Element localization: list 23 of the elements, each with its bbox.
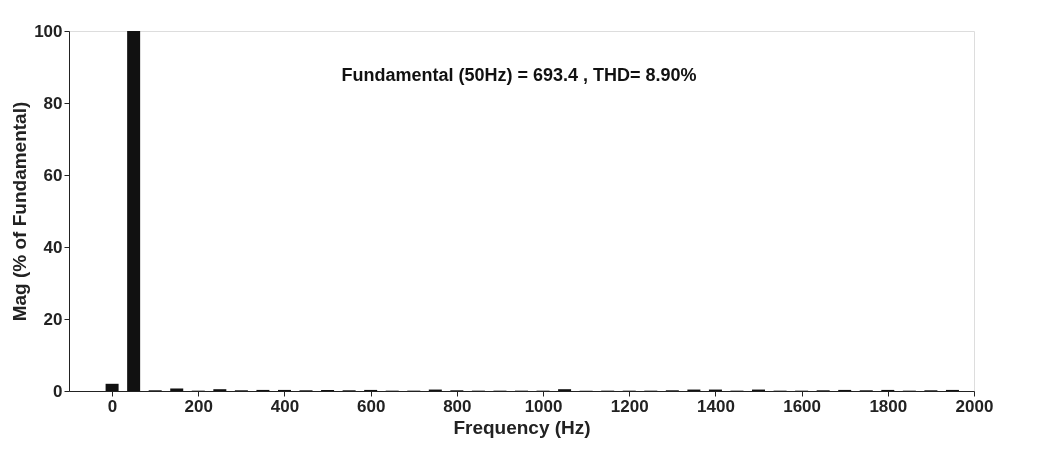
y-axis-title: Mag (% of Fundamental) (9, 101, 31, 322)
x-tick-label: 0 (107, 396, 118, 416)
y-tick-label: 100 (34, 21, 63, 41)
x-tick-label: 200 (184, 396, 213, 416)
y-tick-label: 20 (43, 309, 63, 329)
x-tick-label: 600 (356, 396, 386, 416)
y-tick-label: 40 (43, 237, 63, 257)
x-tick-label: 1600 (783, 396, 822, 416)
bar (170, 388, 184, 391)
x-tick-label: 800 (443, 396, 472, 416)
bar (127, 31, 141, 391)
annotation: Fundamental (50Hz) = 693.4 , THD= 8.90% (341, 65, 697, 85)
x-tick-label: 400 (270, 396, 300, 416)
x-tick-label: 1200 (610, 396, 649, 416)
x-axis-title: Frequency (Hz) (453, 416, 591, 438)
x-tick-label: 1400 (697, 396, 735, 416)
y-tick-label: 60 (43, 165, 63, 185)
y-tick-label: 80 (43, 93, 63, 113)
x-tick-label: 1800 (869, 396, 908, 416)
bar (105, 383, 119, 391)
x-tick-label: 2000 (955, 396, 994, 416)
y-tick-label: 0 (53, 381, 63, 401)
x-tick-label: 1000 (524, 396, 563, 416)
